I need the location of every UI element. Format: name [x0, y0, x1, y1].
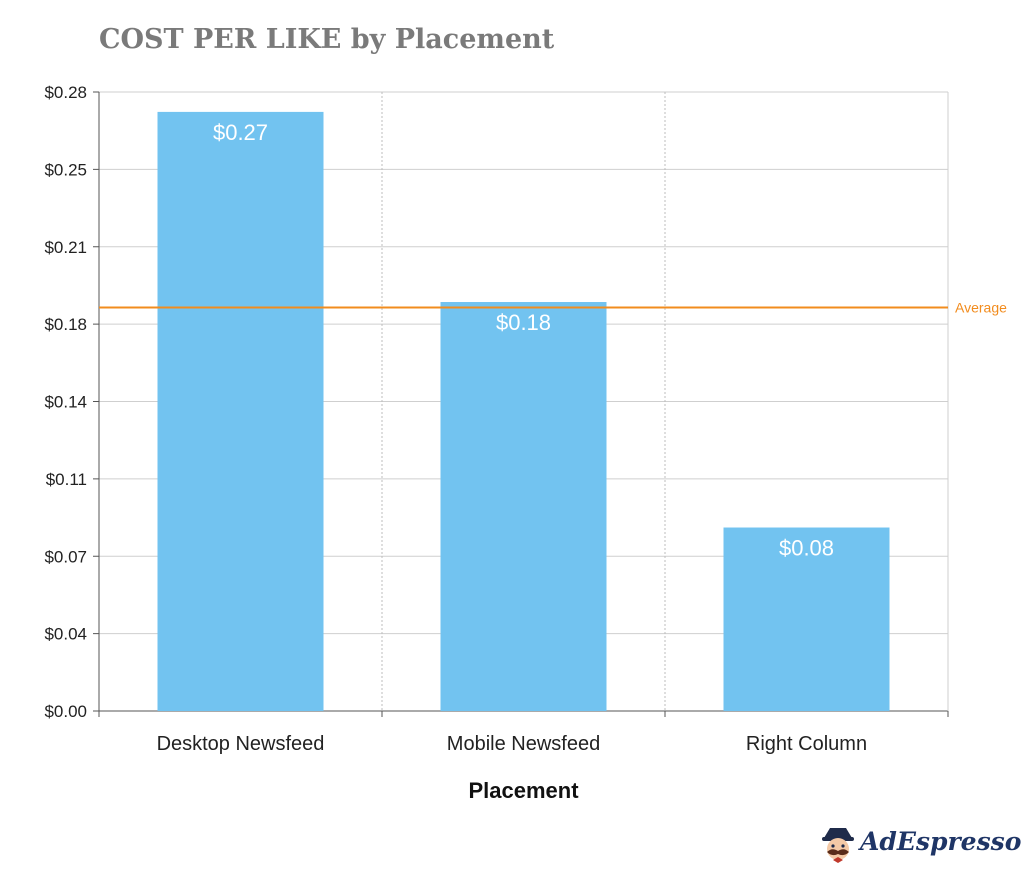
- data-label: $0.08: [779, 536, 834, 561]
- y-tick-label: $0.14: [44, 393, 87, 412]
- labels: $0.00 $0.04 $0.07 $0.11 $0.14 $0.18 $0.21 $0.25…: [44, 83, 1007, 803]
- logo-text: AdEspresso: [860, 827, 1022, 856]
- y-tick-label: $0.25: [44, 160, 87, 179]
- bar-right-column: [723, 527, 890, 711]
- y-tick-label: $0.04: [44, 625, 87, 644]
- data-label: $0.18: [496, 310, 551, 335]
- bars: [157, 111, 890, 712]
- x-axis-label: Placement: [468, 778, 579, 803]
- x-tick-label: Right Column: [746, 733, 867, 755]
- adespresso-logo: AdEspresso: [818, 826, 1021, 864]
- bar-desktop-newsfeed: [157, 111, 324, 712]
- average-label: Average: [955, 300, 1007, 316]
- y-tick-label: $0.28: [44, 83, 87, 102]
- y-tick-label: $0.11: [46, 470, 87, 489]
- mascot-icon: [822, 828, 854, 863]
- x-tick-label: Mobile Newsfeed: [447, 733, 600, 755]
- x-tick-label: Desktop Newsfeed: [157, 733, 325, 755]
- y-tick-label: $0.00: [44, 702, 87, 721]
- data-label: $0.27: [213, 120, 268, 145]
- chart-title: COST PER LIKE by Placement: [99, 24, 555, 55]
- y-tick-label: $0.18: [44, 315, 87, 334]
- y-tick-label: $0.07: [44, 547, 87, 566]
- y-tick-label: $0.21: [44, 238, 87, 257]
- bar-mobile-newsfeed: [440, 302, 607, 711]
